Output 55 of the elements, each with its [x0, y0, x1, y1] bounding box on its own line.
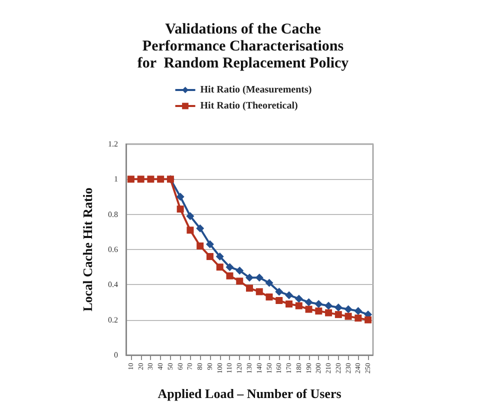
- point: [176, 192, 184, 201]
- point: [236, 266, 244, 275]
- x-axis-title: Applied Load – Number of Users: [158, 386, 342, 401]
- point: [305, 306, 312, 313]
- point: [255, 274, 264, 282]
- point: [216, 252, 224, 261]
- point: [206, 253, 214, 260]
- y-tick-label: 0.4: [108, 280, 118, 290]
- point: [275, 288, 284, 296]
- point: [196, 242, 204, 250]
- point: [314, 300, 323, 308]
- point: [206, 240, 214, 248]
- point: [137, 176, 144, 183]
- y-tick-label: 0.8: [108, 210, 118, 219]
- point: [354, 314, 362, 322]
- point: [324, 302, 333, 310]
- point: [176, 206, 184, 213]
- point: [256, 288, 263, 296]
- point: [236, 278, 244, 285]
- point: [286, 300, 293, 308]
- y-axis-title: Local Cache Hit Ratio: [80, 188, 95, 312]
- y-tick-label: 1.2: [108, 140, 118, 148]
- legend-label: Hit Ratio (Theoretical): [200, 100, 298, 112]
- chart-title: Validations of the Cache Performance Characterisations for Random Replacement Policy: [137, 22, 350, 72]
- point: [285, 291, 294, 300]
- point: [266, 293, 273, 300]
- point: [157, 176, 164, 183]
- point: [246, 274, 254, 282]
- point: [325, 309, 332, 316]
- point: [186, 226, 194, 234]
- point: [294, 294, 303, 303]
- point: [226, 272, 234, 280]
- point: [295, 302, 302, 310]
- point: [186, 212, 194, 220]
- point: [344, 305, 352, 314]
- point: [315, 308, 322, 315]
- point: [344, 312, 352, 320]
- point: [334, 311, 342, 318]
- y-tick-label: 0: [114, 350, 118, 360]
- point: [354, 307, 362, 316]
- point: [226, 263, 234, 272]
- y-tick-label: 0.6: [108, 245, 118, 254]
- y-tick-label: 1: [114, 174, 118, 184]
- y-tick-label: 0.2: [108, 315, 118, 324]
- point: [276, 296, 283, 304]
- legend-label: Hit Ratio (Measurements): [200, 84, 312, 96]
- point: [334, 304, 342, 312]
- point: [246, 284, 253, 292]
- point: [196, 224, 204, 232]
- point: [147, 176, 154, 183]
- point: [127, 176, 134, 183]
- point: [364, 316, 372, 324]
- point: [216, 264, 224, 271]
- point: [304, 298, 313, 306]
- point: [265, 278, 274, 287]
